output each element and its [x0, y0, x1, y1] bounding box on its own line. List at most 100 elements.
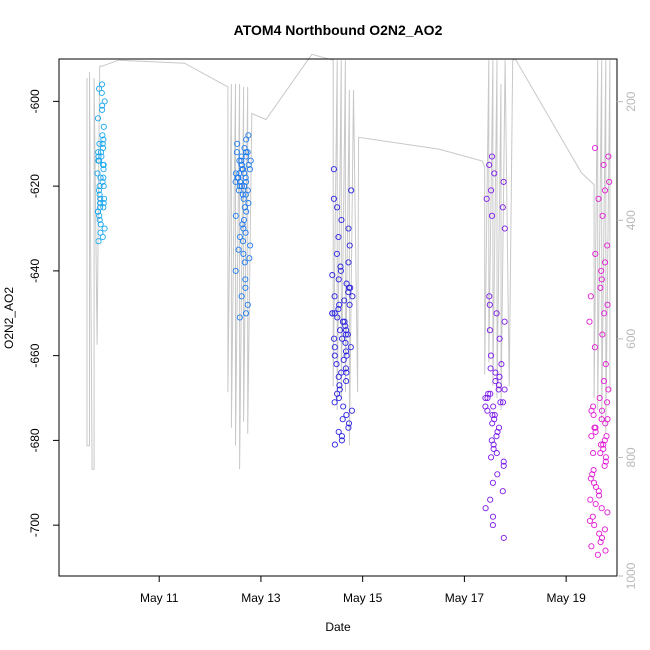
- data-point: [490, 403, 497, 410]
- data-point: [338, 437, 345, 444]
- data-point: [97, 149, 105, 156]
- data-point: [493, 310, 500, 317]
- data-point: [238, 157, 245, 164]
- data-point: [489, 479, 496, 486]
- data-point: [243, 178, 250, 185]
- data-point: [99, 132, 106, 139]
- data-point: [241, 170, 248, 177]
- data-point: [100, 204, 107, 211]
- data-point: [499, 488, 506, 495]
- data-point: [601, 187, 609, 194]
- data-point: [598, 276, 605, 283]
- data-point: [495, 386, 502, 393]
- secondary-series-layer: [86, 53, 611, 470]
- data-point: [232, 178, 239, 185]
- data-point: [588, 433, 595, 440]
- data-point: [99, 178, 106, 185]
- data-point: [242, 229, 249, 236]
- data-point: [500, 534, 507, 541]
- data-point: [97, 195, 104, 202]
- data-point: [488, 153, 496, 160]
- data-point: [602, 547, 609, 554]
- data-point: [501, 318, 508, 325]
- data-point: [331, 441, 338, 448]
- data-point: [342, 322, 349, 330]
- data-point: [493, 433, 500, 440]
- data-point: [489, 522, 496, 529]
- data-point: [601, 310, 608, 317]
- plot-area-border: [58, 58, 618, 577]
- chart-title: ATOM4 Northbound O2N2_AO2: [234, 22, 443, 38]
- data-point: [492, 378, 499, 385]
- data-point: [96, 191, 103, 198]
- data-point: [239, 166, 247, 173]
- x-tick-label: May 15: [343, 591, 383, 605]
- data-point: [495, 382, 502, 389]
- data-point: [96, 212, 103, 219]
- data-point: [331, 293, 338, 300]
- data-point: [335, 276, 342, 283]
- data-point: [334, 204, 341, 211]
- y2-tick-label: 1000: [624, 562, 638, 589]
- data-point: [600, 161, 607, 168]
- data-point: [339, 335, 346, 342]
- data-point: [590, 411, 597, 419]
- data-point: [487, 496, 494, 503]
- data-point: [333, 361, 340, 368]
- data-point: [331, 335, 338, 342]
- data-point: [100, 161, 107, 168]
- data-point: [498, 361, 505, 368]
- data-point: [246, 255, 253, 262]
- data-point: [599, 331, 606, 338]
- data-point: [348, 407, 355, 414]
- data-point: [597, 284, 604, 291]
- x-tick-label: May 19: [546, 591, 586, 605]
- data-point: [601, 526, 608, 533]
- data-point: [94, 208, 101, 215]
- data-point: [588, 543, 595, 550]
- data-point: [598, 416, 605, 423]
- data-point: [346, 301, 353, 308]
- data-point: [348, 187, 355, 194]
- data-point: [335, 305, 342, 313]
- data-point: [487, 390, 494, 397]
- data-point: [96, 157, 103, 164]
- data-point: [233, 149, 240, 156]
- x-tick-label: May 13: [241, 591, 281, 605]
- data-point: [331, 399, 338, 406]
- data-point: [235, 187, 242, 194]
- x-axis: May 11 May 13 May 15 May 17 May 19: [140, 576, 586, 605]
- data-point: [486, 293, 493, 300]
- data-point: [331, 310, 338, 317]
- data-point: [484, 407, 491, 414]
- data-point: [491, 411, 498, 419]
- data-point: [98, 89, 105, 96]
- data-point: [342, 331, 349, 338]
- data-point: [343, 411, 350, 419]
- data-point: [239, 191, 246, 198]
- data-point: [100, 174, 107, 181]
- data-point: [345, 424, 352, 431]
- data-point: [94, 170, 101, 177]
- data-point: [499, 204, 506, 211]
- y-tick-label: -700: [28, 513, 42, 537]
- data-point: [243, 208, 250, 215]
- data-point: [347, 284, 354, 291]
- data-point: [602, 458, 609, 465]
- data-point: [495, 424, 503, 431]
- data-point: [586, 318, 593, 325]
- y-tick-label: -660: [28, 343, 42, 367]
- data-point: [244, 149, 251, 156]
- y2-tick-label: 400: [624, 210, 638, 230]
- data-point: [602, 420, 609, 427]
- y-tick-label: -620: [28, 174, 42, 198]
- data-point: [600, 441, 607, 448]
- data-point: [336, 386, 343, 393]
- data-point: [234, 140, 241, 147]
- data-point: [486, 327, 493, 334]
- data-point: [491, 170, 498, 177]
- data-point: [598, 267, 605, 274]
- data-point: [592, 250, 599, 257]
- data-point: [604, 399, 611, 406]
